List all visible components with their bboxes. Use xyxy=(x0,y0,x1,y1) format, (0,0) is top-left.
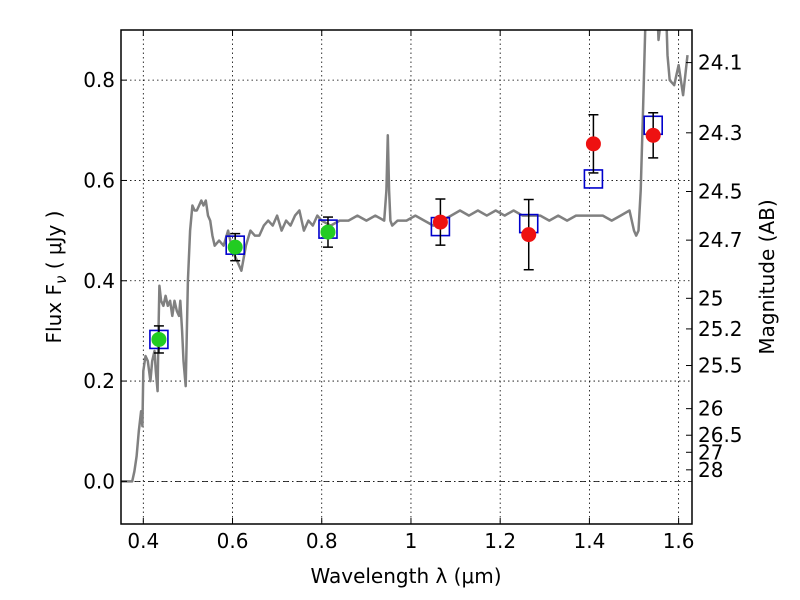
y-axis-label-units: ( μJy ) xyxy=(42,211,66,276)
magnitude-tick-label: 26 xyxy=(698,397,723,421)
x-tick-label: 1 xyxy=(405,529,418,553)
model-spectrum xyxy=(121,30,689,483)
x-tick-label: 1.4 xyxy=(573,529,605,553)
magnitude-tick-label: 24.3 xyxy=(698,121,743,145)
x-tick-label: 0.6 xyxy=(217,529,249,553)
x-tick-label: 1.6 xyxy=(663,529,695,553)
magnitude-tick-label: 25.5 xyxy=(698,354,743,378)
axis-ticks: 0.4 0.6 0.8 1 1.2 1.4 1.6 0.0 0.2 0.4 0.6 0.8 24.1 24… xyxy=(83,30,743,553)
plot-frame xyxy=(120,29,693,525)
model-spectrum-line xyxy=(121,30,689,483)
magnitude-tick-label: 25.2 xyxy=(698,317,743,341)
magnitude-tick-label: 24.1 xyxy=(698,51,743,75)
y-tick-label: 0.8 xyxy=(83,68,115,92)
y-tick-label: 0.0 xyxy=(83,469,115,493)
photometry-markers xyxy=(149,112,663,354)
y-tick-label: 0.4 xyxy=(83,269,115,293)
magnitude-tick-label: 28 xyxy=(698,458,723,482)
y-tick-label: 0.6 xyxy=(83,168,115,192)
y-axis-label: Flux Fν ( μJy ) xyxy=(42,211,70,344)
hst-wfc3-point xyxy=(521,227,537,243)
y-axis-label-nu: ν xyxy=(52,276,70,284)
magnitude-axis-label: Magnitude (AB) xyxy=(755,199,779,354)
magnitude-tick-label: 24.5 xyxy=(698,179,743,203)
hst-acs-point xyxy=(227,239,243,255)
hst-wfc3-point xyxy=(585,136,601,152)
hst-acs-point xyxy=(151,331,167,347)
magnitude-tick-label: 26.5 xyxy=(698,423,743,447)
y-tick-label: 0.2 xyxy=(83,369,115,393)
magnitude-tick-label: 27 xyxy=(698,440,723,464)
hst-wfc3-point xyxy=(432,214,448,230)
hst-acs-point xyxy=(320,224,336,240)
hst-wfc3-point xyxy=(645,127,661,143)
magnitude-tick-label: 25 xyxy=(698,286,723,310)
x-tick-label: 0.8 xyxy=(306,529,338,553)
x-tick-label: 1.2 xyxy=(484,529,516,553)
x-tick-label: 0.4 xyxy=(127,529,159,553)
magnitude-tick-label: 24.7 xyxy=(698,228,743,252)
y-axis-label-flux: Flux F xyxy=(42,284,66,343)
x-axis-label: Wavelength λ (μm) xyxy=(310,564,501,588)
